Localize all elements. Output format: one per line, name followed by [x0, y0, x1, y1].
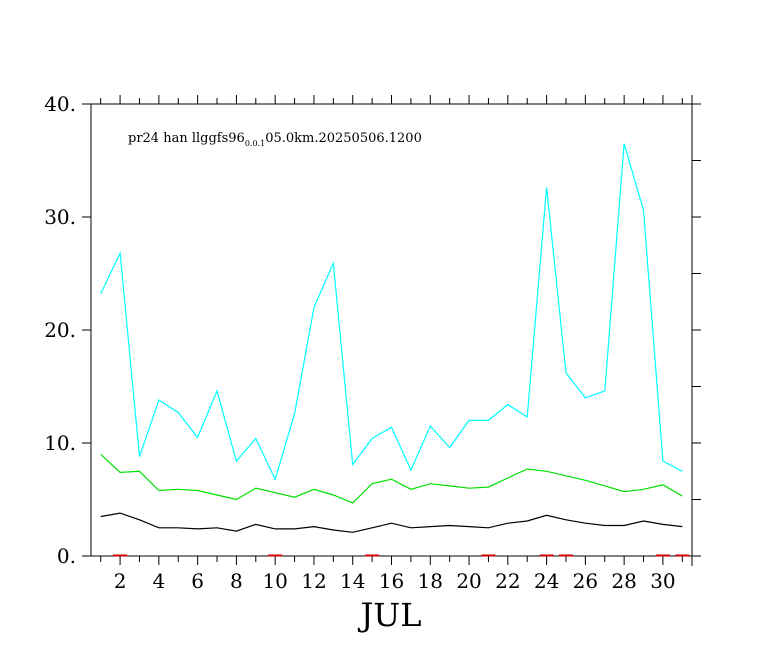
y-tick-labels: 0. 10. 20. 30. 40. — [44, 92, 76, 568]
y-tick-label-2: 20. — [44, 318, 76, 342]
x-tick-label-4: 4 — [152, 569, 165, 593]
x-tick-labels: 2 4 6 8 10 12 14 16 18 20 22 24 26 28 30 — [114, 569, 676, 593]
y-tick-label-4: 40. — [44, 92, 76, 116]
y-tick-label-1: 10. — [44, 431, 76, 455]
series-line-1 — [100, 453, 683, 504]
x-tick-label-30: 30 — [650, 569, 675, 593]
x-tick-label-22: 22 — [495, 569, 520, 593]
y-tick-label-3: 30. — [44, 205, 76, 229]
x-tick-label-20: 20 — [456, 569, 481, 593]
x-tick-label-10: 10 — [262, 569, 287, 593]
series-line-0 — [100, 143, 683, 481]
axis-ticks — [82, 95, 701, 565]
x-tick-label-6: 6 — [191, 569, 204, 593]
plot-frame — [90, 103, 693, 557]
x-tick-label-12: 12 — [301, 569, 326, 593]
x-tick-label-16: 16 — [379, 569, 404, 593]
y-tick-label-0: 0. — [57, 544, 76, 568]
x-tick-label-14: 14 — [340, 569, 365, 593]
x-tick-label-24: 24 — [534, 569, 559, 593]
series-line-2 — [100, 512, 683, 533]
x-tick-label-26: 26 — [573, 569, 598, 593]
x-tick-label-2: 2 — [114, 569, 127, 593]
chart-title: pr24 han llggfs960.0.105.0km.20250506.12… — [128, 131, 422, 148]
x-tick-label-28: 28 — [611, 569, 636, 593]
x-axis-label: JUL — [357, 596, 421, 634]
series-group — [100, 143, 690, 557]
x-tick-label-8: 8 — [230, 569, 243, 593]
x-tick-label-18: 18 — [418, 569, 443, 593]
